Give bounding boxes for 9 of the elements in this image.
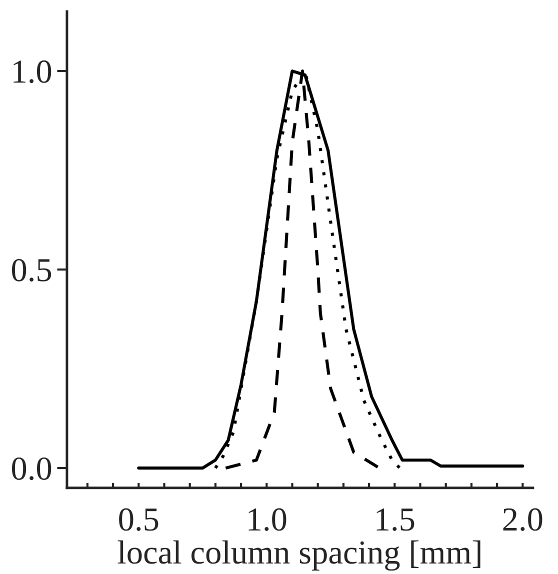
y-tick-label: 0.0 [12,457,52,480]
x-axis-title: local column spacing [mm] [118,540,480,571]
line-series [137,70,524,470]
x-tick-label: 0.5 [119,508,158,531]
y-tick-label: 1.0 [14,60,52,84]
y-tick-label: 0.5 [12,258,52,282]
x-tick-label: 1.5 [376,508,414,531]
x-tick-label: 1.0 [248,508,286,531]
x-tick-label: 2.0 [503,508,542,531]
